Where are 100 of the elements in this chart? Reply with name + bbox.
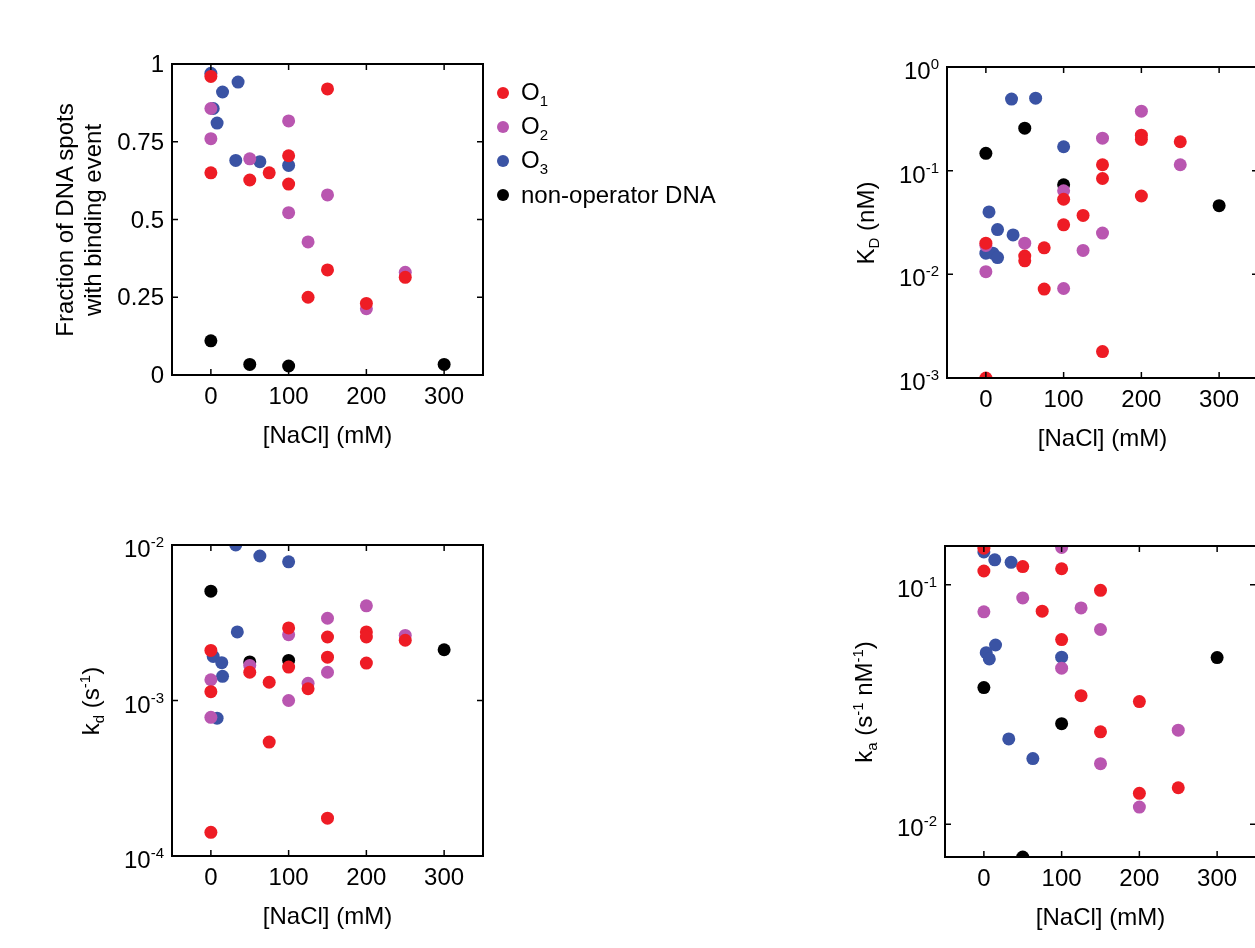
point: [977, 681, 991, 695]
y-tick-label: 10$^{-3}$: [123, 687, 164, 717]
point: [1057, 140, 1071, 154]
point: [204, 673, 218, 687]
point: [321, 188, 334, 202]
point: [982, 205, 996, 219]
point: [204, 710, 218, 724]
x-tick-label: 100: [1041, 864, 1082, 892]
point: [1057, 192, 1071, 206]
point: [1055, 562, 1069, 576]
y-tick-label: 10$^{-4}$: [123, 842, 164, 873]
point: [1132, 695, 1146, 709]
point: [1210, 651, 1224, 665]
point: [1094, 757, 1107, 771]
point: [1037, 241, 1051, 255]
point: [321, 82, 334, 96]
point: [1004, 555, 1018, 569]
y-tick-label: 10$^{-2}$: [896, 810, 937, 841]
point: [321, 811, 334, 825]
x-tick-label: 100: [1043, 385, 1084, 413]
point: [1035, 604, 1049, 618]
y-tick-label: 0.75: [117, 127, 164, 155]
x-tick-label: 300: [424, 863, 465, 891]
point: [1096, 131, 1109, 145]
point: [282, 114, 296, 128]
point: [1096, 172, 1109, 186]
point: [1055, 717, 1069, 731]
point: [1057, 218, 1071, 232]
x-tick-label: 0: [979, 385, 993, 413]
point: [243, 665, 257, 679]
point: [1018, 121, 1032, 135]
y-tick-label: 0: [150, 361, 164, 388]
point: [204, 685, 218, 699]
x-tick-label: 100: [268, 863, 309, 891]
y-tick-label: 0.25: [117, 283, 164, 311]
x-tick-label: 0: [204, 382, 218, 410]
point: [229, 153, 243, 167]
point: [301, 290, 315, 304]
legend-label: non-operator DNA: [521, 181, 716, 209]
point: [1173, 135, 1187, 149]
point: [301, 235, 315, 249]
point: [1171, 781, 1185, 795]
x-axis-title: [NaCl] (mM): [1035, 903, 1166, 931]
point: [1026, 752, 1040, 766]
point: [282, 621, 296, 635]
point: [1016, 591, 1030, 605]
point: [282, 149, 296, 163]
x-axis-title: [NaCl] (mM): [262, 902, 393, 930]
point: [210, 116, 224, 130]
y-tick-label: 10$^{0}$: [903, 53, 939, 84]
y-tick-label: 10$^{-2}$: [898, 260, 939, 291]
x-tick-label: 0: [977, 864, 991, 892]
point: [1076, 208, 1090, 222]
point: [1094, 583, 1107, 597]
point: [282, 660, 296, 674]
point: [282, 694, 296, 707]
point: [204, 643, 218, 657]
x-tick-label: 300: [424, 382, 465, 410]
legend-label: O$_{1}$: [521, 77, 549, 109]
point: [321, 665, 334, 679]
point: [991, 251, 1005, 265]
legend-label: O$_{2}$: [521, 111, 549, 143]
point: [359, 296, 373, 310]
point: [204, 584, 218, 598]
point: [1094, 622, 1107, 636]
x-tick-label: 100: [268, 382, 309, 410]
point: [321, 263, 334, 277]
y-tick-label: 0.5: [130, 205, 164, 233]
point: [215, 656, 229, 670]
y-tick-label: 10$^{-1}$: [896, 571, 937, 602]
x-tick-label: 200: [346, 863, 387, 891]
point: [216, 669, 230, 683]
point: [1057, 282, 1071, 295]
point: [1055, 650, 1069, 664]
point: [1016, 560, 1030, 574]
y-tick-label: 10$^{-3}$: [898, 364, 939, 395]
point: [1002, 732, 1016, 746]
x-tick-label: 200: [1119, 864, 1160, 892]
point: [1096, 158, 1109, 172]
x-tick-label: 0: [204, 863, 218, 891]
point: [321, 611, 334, 625]
point: [282, 555, 296, 569]
point: [282, 359, 296, 373]
point: [1037, 282, 1051, 296]
point: [977, 564, 991, 578]
point: [204, 334, 218, 348]
y-tick-label: 1: [150, 50, 164, 77]
point: [301, 682, 315, 696]
point: [1212, 199, 1226, 213]
point: [1132, 800, 1146, 814]
x-axis-title: [NaCl] (mM): [1037, 424, 1168, 452]
point: [1096, 226, 1109, 240]
point: [1171, 723, 1185, 737]
x-tick-label: 300: [1199, 385, 1240, 413]
point: [204, 825, 218, 839]
point: [321, 630, 334, 644]
point: [1055, 633, 1069, 647]
point: [989, 638, 1003, 652]
point: [977, 605, 991, 619]
point: [1076, 243, 1090, 257]
